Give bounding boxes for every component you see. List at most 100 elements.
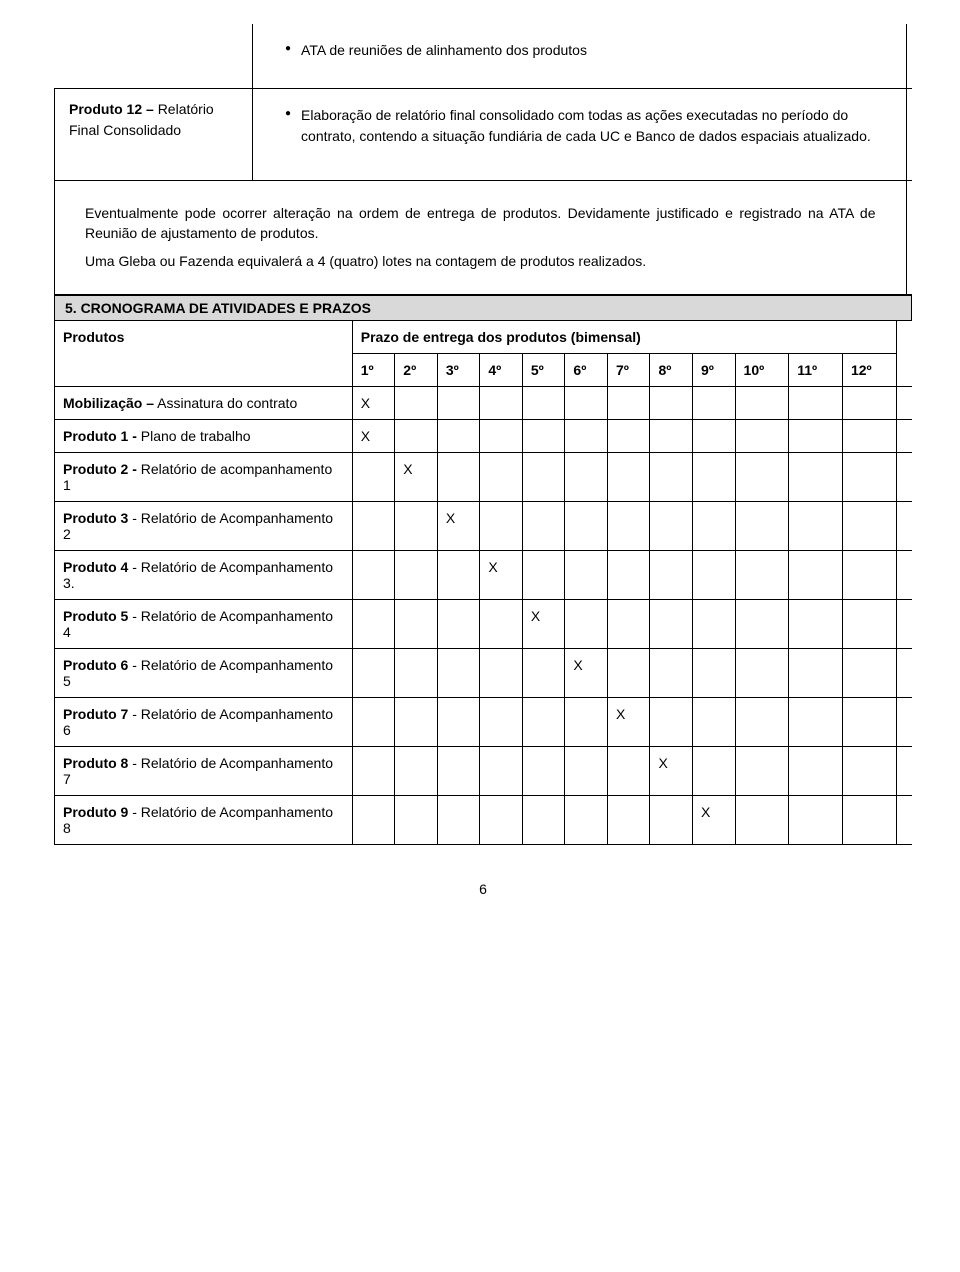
schedule-cell — [650, 501, 693, 550]
schedule-cell — [650, 795, 693, 844]
schedule-cell — [789, 697, 843, 746]
schedule-trailing-cell — [896, 386, 912, 419]
schedule-cell — [789, 599, 843, 648]
schedule-cell — [650, 648, 693, 697]
schedule-cell — [565, 550, 608, 599]
schedule-cell — [565, 419, 608, 452]
schedule-cell — [650, 386, 693, 419]
schedule-cell — [789, 386, 843, 419]
document-page: ● ATA de reuniões de alinhamento dos pro… — [0, 0, 960, 945]
row-label: Produto 1 - Plano de trabalho — [55, 419, 353, 452]
schedule-cell — [437, 697, 480, 746]
schedule-cell — [607, 599, 650, 648]
schedule-cell — [437, 452, 480, 501]
schedule-cell — [480, 746, 523, 795]
schedule-cell — [352, 452, 395, 501]
schedule-cell — [352, 501, 395, 550]
col-1: 1º — [352, 353, 395, 386]
schedule-cell: X — [352, 386, 395, 419]
row-label: Produto 2 - Relatório de acompanhamento … — [55, 452, 353, 501]
schedule-cell — [735, 746, 789, 795]
schedule-cell — [395, 648, 438, 697]
schedule-cell — [395, 419, 438, 452]
schedule-cell — [650, 599, 693, 648]
table-row: Produto 9 - Relatório de Acompanhamento … — [55, 795, 913, 844]
row-label: Mobilização – Assinatura do contrato — [55, 386, 353, 419]
schedule-cell: X — [352, 419, 395, 452]
row-label-rest: Assinatura do contrato — [154, 395, 297, 411]
schedule-cell — [735, 795, 789, 844]
schedule-cell: X — [650, 746, 693, 795]
schedule-cell — [480, 386, 523, 419]
schedule-cell — [789, 746, 843, 795]
schedule-cell — [437, 386, 480, 419]
schedule-cell — [352, 697, 395, 746]
bullet-text: ATA de reuniões de alinhamento dos produ… — [301, 40, 587, 60]
schedule-cell — [437, 599, 480, 648]
schedule-cell: X — [395, 452, 438, 501]
col-11: 11º — [789, 353, 843, 386]
note-paragraph-2: Uma Gleba ou Fazenda equivalerá a 4 (qua… — [85, 251, 876, 271]
schedule-cell: X — [693, 795, 736, 844]
schedule-cell — [607, 452, 650, 501]
col-7: 7º — [607, 353, 650, 386]
schedule-cell — [565, 746, 608, 795]
schedule-cell — [480, 599, 523, 648]
bullet-icon: ● — [285, 40, 291, 58]
section-5-header: 5. CRONOGRAMA DE ATIVIDADES E PRAZOS — [54, 295, 912, 320]
table-row: Produto 4 - Relatório de Acompanhamento … — [55, 550, 913, 599]
row-label-bold: Produto 2 - — [63, 461, 141, 477]
schedule-cell — [565, 501, 608, 550]
schedule-cell — [522, 697, 565, 746]
schedule-cell — [735, 501, 789, 550]
col-5: 5º — [522, 353, 565, 386]
schedule-cell — [480, 697, 523, 746]
schedule-cell — [735, 697, 789, 746]
schedule-cell — [352, 795, 395, 844]
schedule-cell — [650, 697, 693, 746]
table-row: Mobilização – Assinatura do contratoX — [55, 386, 913, 419]
schedule-trailing-cell — [896, 599, 912, 648]
table-row: Produto 2 - Relatório de acompanhamento … — [55, 452, 913, 501]
schedule-cell — [607, 648, 650, 697]
table-row: Produto 7 - Relatório de Acompanhamento … — [55, 697, 913, 746]
schedule-cell: X — [480, 550, 523, 599]
schedule-cell — [789, 419, 843, 452]
schedule-cell — [842, 501, 896, 550]
schedule-cell — [522, 501, 565, 550]
row-label-bold: Produto 1 - — [63, 428, 141, 444]
schedule-cell — [437, 746, 480, 795]
schedule-table: Produtos Prazo de entrega dos produtos (… — [54, 320, 912, 845]
schedule-cell — [693, 386, 736, 419]
schedule-cell — [735, 648, 789, 697]
row-label: Produto 9 - Relatório de Acompanhamento … — [55, 795, 353, 844]
row-label-bold: Produto 7 — [63, 706, 128, 722]
col-9: 9º — [693, 353, 736, 386]
row-label-bold: Produto 4 — [63, 559, 128, 575]
schedule-cell — [437, 550, 480, 599]
schedule-cell — [395, 795, 438, 844]
schedule-cell — [842, 599, 896, 648]
schedule-cell — [842, 452, 896, 501]
schedule-cell — [607, 501, 650, 550]
schedule-cell — [735, 599, 789, 648]
col-4: 4º — [480, 353, 523, 386]
schedule-header-row-1: Produtos Prazo de entrega dos produtos (… — [55, 320, 913, 353]
top-row-3: Eventualmente pode ocorrer alteração na … — [55, 180, 913, 294]
row-label: Produto 4 - Relatório de Acompanhamento … — [55, 550, 353, 599]
schedule-cell — [565, 452, 608, 501]
schedule-cell — [565, 795, 608, 844]
schedule-col-produtos: Produtos — [55, 320, 353, 386]
schedule-cell — [735, 386, 789, 419]
table-row: Produto 6 - Relatório de Acompanhamento … — [55, 648, 913, 697]
note-paragraph-1: Eventualmente pode ocorrer alteração na … — [85, 203, 876, 244]
schedule-cell — [842, 386, 896, 419]
schedule-cell — [842, 795, 896, 844]
row-label-bold: Mobilização – — [63, 395, 154, 411]
schedule-cell — [522, 386, 565, 419]
schedule-cell — [842, 697, 896, 746]
schedule-cell — [480, 501, 523, 550]
schedule-cell — [735, 452, 789, 501]
table-row: Produto 8 - Relatório de Acompanhamento … — [55, 746, 913, 795]
schedule-cell — [735, 419, 789, 452]
